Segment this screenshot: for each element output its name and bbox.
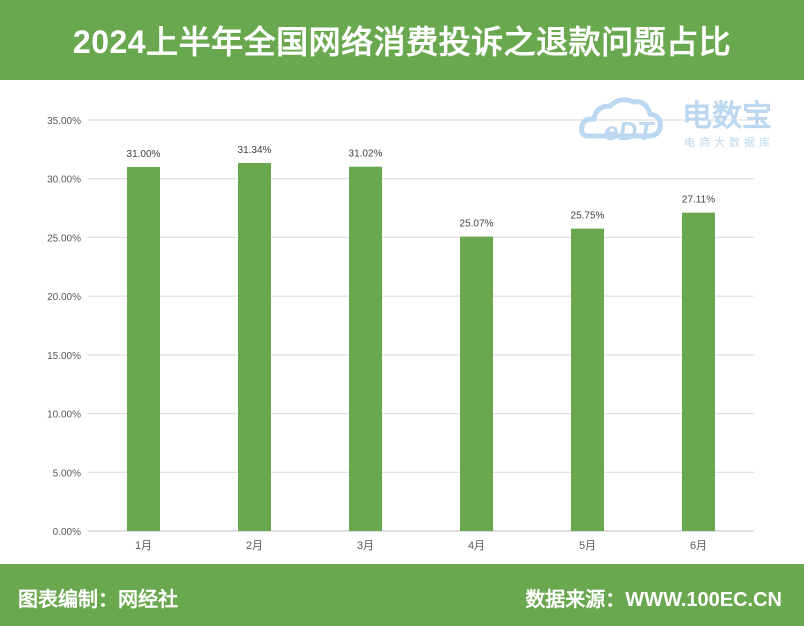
footer-source: 数据来源：WWW.100EC.CN (525, 589, 782, 611)
chart-footer: 图表编制：网经社 数据来源：WWW.100EC.CN (0, 564, 804, 626)
bar (682, 212, 715, 532)
data-label: 25.75% (571, 211, 605, 222)
x-tick-label: 4月 (468, 540, 485, 552)
bar (460, 236, 493, 531)
x-tick-label: 6月 (690, 540, 707, 552)
y-tick-label: 35.00% (47, 116, 81, 127)
bar (571, 228, 604, 531)
data-label: 31.00% (127, 149, 161, 160)
logo-latin-text: eDT (604, 116, 655, 146)
cloud-logo-icon: eDT 电数宝 电商大数据库 (579, 97, 774, 149)
edt-logo: eDT 电数宝 电商大数据库 (578, 88, 804, 158)
data-label: 27.11% (682, 195, 715, 206)
x-tick-label: 3月 (357, 540, 374, 552)
footer-credit: 图表编制：网经社 (18, 589, 178, 611)
data-label: 31.02% (349, 149, 383, 160)
x-tick-label: 5月 (579, 540, 596, 552)
bar (127, 166, 160, 531)
bar-chart: 0.00% 5.00% 10.00% 15.00% 20.00% 25.00% 30.00%… (47, 116, 754, 552)
y-tick-label: 20.00% (47, 292, 81, 303)
y-tick-label: 5.00% (53, 468, 81, 479)
data-label: 31.34% (238, 145, 272, 156)
y-tick-label: 25.00% (47, 233, 81, 244)
chart-title: 2024上半年全国网络消费投诉之退款问题占比 (72, 24, 732, 60)
y-tick-label: 30.00% (47, 175, 81, 186)
y-tick-label: 0.00% (53, 527, 81, 538)
x-tick-label: 1月 (135, 540, 152, 552)
logo-cn-text: 电数宝 (682, 99, 772, 133)
logo-tagline: 电商大数据库 (684, 135, 774, 149)
bar (238, 162, 271, 531)
chart-area: 0.00% 5.00% 10.00% 15.00% 20.00% 25.00% 30.00%… (0, 80, 804, 564)
y-tick-label: 15.00% (47, 351, 81, 362)
chart-header: 2024上半年全国网络消费投诉之退款问题占比 (0, 0, 804, 80)
y-tick-label: 10.00% (47, 410, 81, 421)
bar (349, 166, 382, 531)
data-label: 25.07% (460, 219, 494, 230)
x-tick-label: 2月 (246, 540, 263, 552)
